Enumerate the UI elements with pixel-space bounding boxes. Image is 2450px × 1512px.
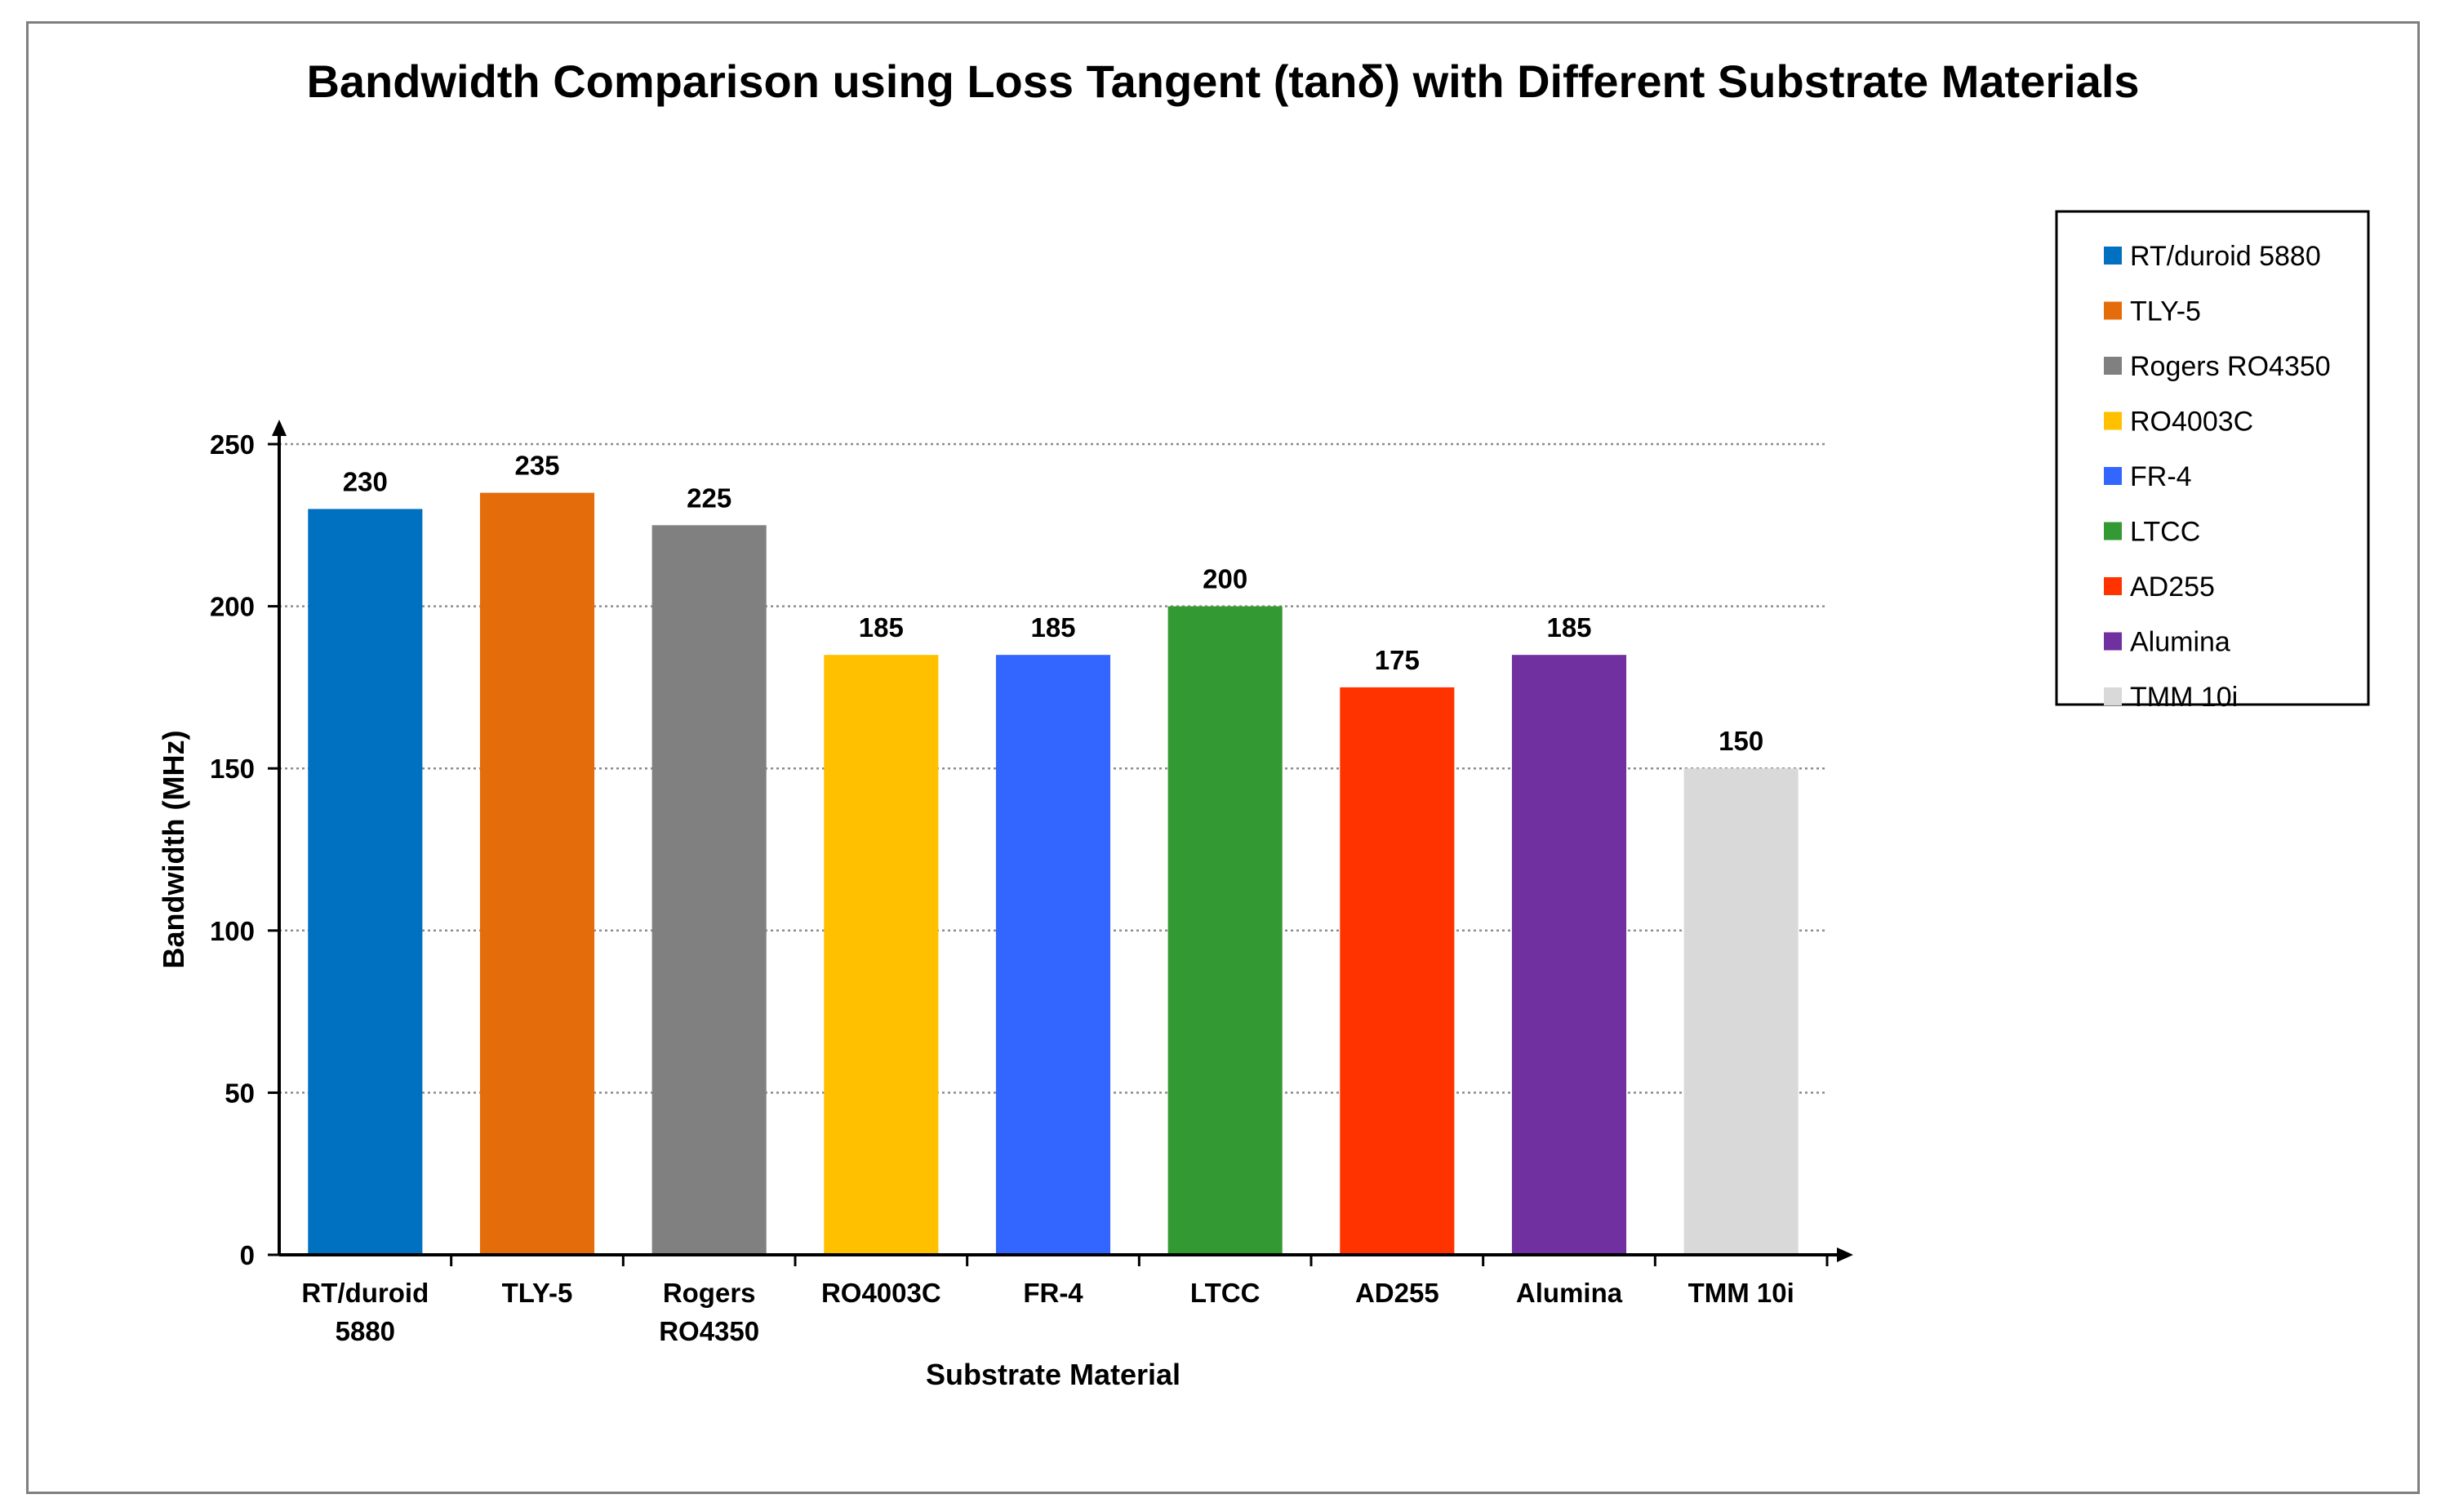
x-axis-title: Substrate Material bbox=[926, 1358, 1181, 1391]
legend-label: RT/duroid 5880 bbox=[2130, 241, 2321, 272]
legend-label: Alumina bbox=[2130, 627, 2230, 658]
y-tick-label: 0 bbox=[240, 1240, 255, 1270]
x-tick-label: TLY-5 bbox=[502, 1278, 573, 1308]
y-axis-arrow bbox=[272, 420, 287, 436]
bar-ro4003c bbox=[824, 655, 939, 1255]
chart-frame: Bandwidth Comparison using Loss Tangent … bbox=[26, 21, 2420, 1494]
y-tick-label: 50 bbox=[225, 1078, 255, 1108]
y-tick-label: 100 bbox=[210, 916, 255, 946]
x-tick-label: RO4350 bbox=[659, 1316, 759, 1346]
legend-label: Rogers RO4350 bbox=[2130, 351, 2331, 382]
legend-swatch bbox=[2104, 467, 2122, 485]
x-tick-label: RT/duroid bbox=[301, 1278, 429, 1308]
labels: 0 50 100 150 200 250 230 RT/duroid 5880 235 TLY-5 2… bbox=[210, 429, 1794, 1346]
x-tick-label: 5880 bbox=[336, 1316, 395, 1346]
legend-swatch bbox=[2104, 301, 2122, 320]
data-label: 235 bbox=[514, 451, 559, 481]
legend-swatch bbox=[2104, 632, 2122, 651]
legend-label: RO4003C bbox=[2130, 407, 2253, 438]
bar-ad255 bbox=[1340, 687, 1455, 1255]
legend-box bbox=[2055, 210, 2370, 706]
legend-swatch bbox=[2104, 577, 2122, 595]
data-label: 175 bbox=[1375, 645, 1420, 675]
y-tick-label: 200 bbox=[210, 592, 255, 622]
bar-fr-4 bbox=[995, 655, 1111, 1255]
bars bbox=[308, 492, 1799, 1255]
legend-swatch bbox=[2104, 687, 2122, 705]
legend-label: FR-4 bbox=[2130, 461, 2192, 492]
x-axis-arrow bbox=[1837, 1247, 1853, 1262]
legend-label: TMM 10i bbox=[2130, 682, 2238, 713]
bar-tly-5 bbox=[479, 492, 595, 1255]
data-label: 150 bbox=[1719, 726, 1763, 756]
bar-alumina bbox=[1511, 655, 1627, 1255]
x-tick-label: LTCC bbox=[1190, 1278, 1261, 1308]
y-tick-label: 150 bbox=[210, 754, 255, 784]
legend-swatch bbox=[2104, 247, 2122, 265]
bar-tmm-10i bbox=[1683, 768, 1799, 1255]
legend-swatch bbox=[2104, 411, 2122, 430]
data-label: 230 bbox=[343, 466, 388, 496]
bar-chart: Bandwidth Comparison using Loss Tangent … bbox=[157, 56, 2370, 1391]
legend-swatch bbox=[2104, 357, 2122, 375]
legend-label: AD255 bbox=[2130, 571, 2215, 603]
legend-label: LTCC bbox=[2130, 517, 2200, 548]
x-tick-label: Rogers bbox=[663, 1278, 756, 1308]
bar-ltcc bbox=[1167, 606, 1283, 1255]
x-tick-label: Alumina bbox=[1516, 1278, 1623, 1308]
chart-title: Bandwidth Comparison using Loss Tangent … bbox=[306, 56, 2139, 107]
legend: RT/duroid 5880 TLY-5 Rogers RO4350 RO4003C F… bbox=[2055, 210, 2370, 713]
y-tick-label: 250 bbox=[210, 429, 255, 460]
x-tick-label: TMM 10i bbox=[1688, 1278, 1794, 1308]
x-tick-label: RO4003C bbox=[821, 1278, 941, 1308]
bar-rogers-ro4350 bbox=[651, 525, 767, 1255]
data-label: 225 bbox=[687, 483, 731, 513]
x-tick-label: AD255 bbox=[1355, 1278, 1439, 1308]
data-label: 185 bbox=[859, 612, 904, 643]
y-axis-title: Bandwidth (MHz) bbox=[157, 731, 190, 969]
legend-swatch bbox=[2104, 522, 2122, 540]
bar-rt-duroid-5880 bbox=[308, 509, 423, 1255]
axes bbox=[268, 420, 1853, 1266]
data-label: 200 bbox=[1203, 564, 1247, 594]
x-tick-label: FR-4 bbox=[1023, 1278, 1083, 1308]
data-label: 185 bbox=[1546, 612, 1591, 643]
legend-label: TLY-5 bbox=[2130, 296, 2201, 327]
data-label: 185 bbox=[1030, 612, 1075, 643]
